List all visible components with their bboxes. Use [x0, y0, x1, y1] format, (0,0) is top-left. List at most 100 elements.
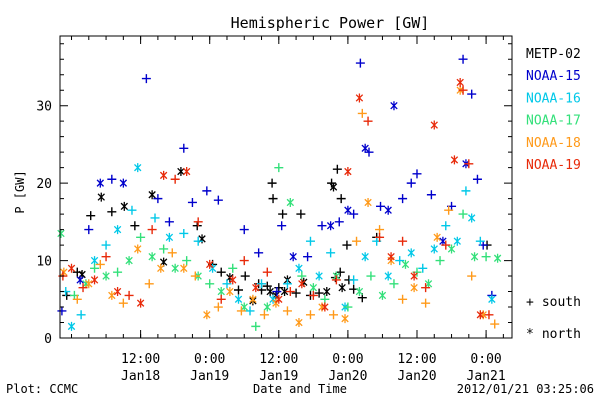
data-point	[320, 294, 330, 304]
symbol-legend-entry: + south	[526, 295, 581, 310]
data-point	[484, 310, 494, 320]
data-point	[441, 221, 451, 231]
data-point	[180, 263, 188, 273]
data-point	[366, 271, 376, 281]
data-point	[205, 279, 215, 289]
data-point	[252, 283, 260, 293]
data-point	[102, 271, 110, 281]
data-point	[390, 101, 398, 111]
x-tick-time-label: 0:00	[194, 352, 225, 367]
data-point	[233, 285, 243, 295]
data-point	[254, 248, 264, 258]
data-point	[285, 287, 295, 297]
data-point	[398, 236, 408, 246]
data-point	[272, 298, 280, 308]
data-point	[441, 240, 451, 250]
data-point	[187, 197, 197, 207]
data-point	[430, 244, 438, 254]
symbol-legend-marker: *	[526, 327, 534, 342]
data-point	[476, 310, 485, 320]
data-point	[355, 58, 365, 68]
data-point	[321, 302, 329, 312]
data-point	[364, 147, 374, 157]
data-point	[439, 236, 447, 246]
x-tick-date-label: Jan21	[467, 369, 506, 384]
data-point	[398, 194, 408, 204]
data-point	[375, 232, 385, 242]
data-point	[453, 236, 461, 246]
data-point	[130, 221, 140, 231]
data-point	[305, 310, 315, 320]
data-point	[118, 298, 128, 308]
legend-entry: NOAA-17	[526, 114, 581, 129]
data-point	[296, 209, 306, 219]
data-point	[213, 195, 223, 205]
data-point	[352, 236, 362, 246]
data-point	[148, 252, 156, 262]
data-point	[208, 263, 217, 273]
data-point	[266, 287, 274, 297]
x-tick-date-label: Jan19	[259, 369, 298, 384]
data-point	[332, 164, 342, 174]
data-point	[295, 318, 303, 328]
data-point	[257, 279, 267, 289]
y-tick-label: 30	[36, 100, 52, 115]
data-point	[341, 314, 349, 324]
data-point	[216, 267, 226, 277]
data-point	[259, 310, 269, 320]
data-point	[170, 174, 180, 184]
data-point	[458, 85, 468, 95]
footer-right: 2012/01/21 03:25:06	[457, 382, 594, 396]
data-point	[216, 294, 226, 304]
data-point	[203, 310, 211, 320]
data-point	[101, 252, 111, 262]
data-point	[96, 178, 105, 188]
data-point	[249, 294, 257, 304]
data-point	[335, 267, 345, 277]
data-point	[229, 275, 237, 285]
data-point	[467, 213, 476, 223]
data-point	[303, 252, 313, 262]
data-point	[57, 306, 67, 316]
y-tick-label: 20	[36, 177, 52, 192]
data-point	[376, 201, 386, 211]
data-point	[213, 302, 223, 312]
data-point	[297, 271, 307, 281]
symbol-legend-entry: * north	[526, 327, 581, 342]
data-point	[251, 321, 261, 331]
data-point	[349, 209, 359, 219]
x-tick-date-label: Jan20	[328, 369, 367, 384]
data-point	[193, 236, 203, 246]
data-point	[234, 294, 243, 304]
data-point	[430, 120, 438, 130]
data-point	[363, 116, 373, 126]
data-point	[467, 89, 477, 99]
data-point	[67, 321, 76, 331]
data-point	[179, 228, 189, 238]
plot-marks	[57, 54, 502, 331]
data-point	[245, 306, 255, 316]
data-point	[464, 159, 474, 169]
data-point	[239, 225, 249, 235]
data-point	[164, 217, 174, 227]
data-point	[315, 271, 323, 281]
data-point	[240, 302, 248, 312]
legend-entry: NOAA-19	[526, 158, 581, 173]
data-point	[90, 275, 99, 285]
data-point	[412, 169, 422, 179]
data-point	[384, 271, 392, 281]
data-point	[361, 143, 369, 153]
legend-entry: METP-02	[526, 47, 581, 62]
data-point	[107, 207, 117, 217]
data-point	[309, 283, 318, 293]
data-point	[148, 190, 156, 200]
data-point	[90, 263, 100, 273]
data-point	[90, 256, 99, 266]
data-point	[147, 225, 157, 235]
data-point	[167, 248, 177, 258]
legend-entry: NOAA-18	[526, 136, 581, 151]
data-point	[84, 225, 94, 235]
data-point	[305, 236, 315, 246]
data-point	[60, 267, 68, 277]
